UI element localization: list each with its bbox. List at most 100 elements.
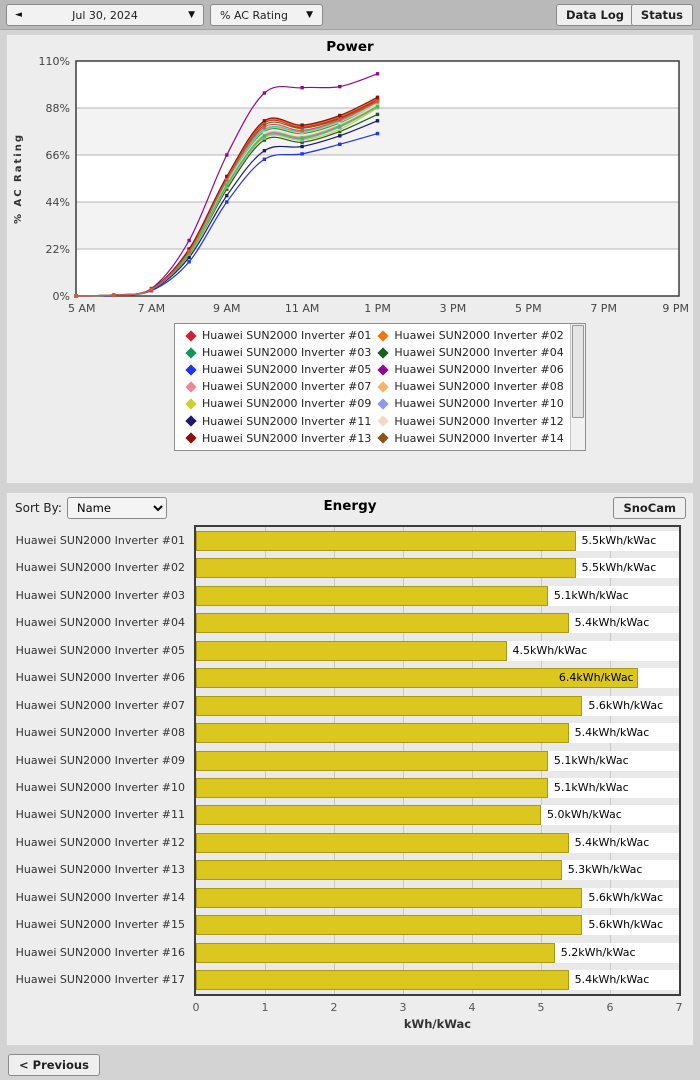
energy-bar — [196, 530, 576, 551]
energy-bar — [196, 887, 583, 908]
energy-panel: Sort By: Name Energy SnoCam 5.5kWh/kWac 5… — [6, 492, 694, 1046]
energy-bar-value: 5.4kWh/kWac — [574, 726, 650, 740]
legend-marker-icon — [377, 381, 390, 393]
legend-item[interactable]: Huawei SUN2000 Inverter #08 — [371, 378, 564, 395]
energy-bar — [196, 860, 562, 881]
energy-row-label: Huawei SUN2000 Inverter #13 — [15, 863, 185, 877]
energy-row-label: Huawei SUN2000 Inverter #15 — [15, 918, 185, 932]
legend-scrollbar[interactable] — [570, 324, 585, 450]
svg-text:66%: 66% — [46, 149, 70, 162]
energy-bar — [196, 558, 576, 579]
legend-marker-icon — [185, 329, 197, 342]
legend-item[interactable]: Huawei SUN2000 Inverter #12 — [371, 412, 564, 429]
legend-item-label: Huawei SUN2000 Inverter #07 — [202, 380, 372, 394]
legend-marker-icon — [185, 364, 197, 376]
svg-text:5 PM: 5 PM — [515, 302, 542, 315]
legend-marker-icon — [377, 432, 390, 444]
energy-bar-value: 5.2kWh/kWac — [560, 945, 636, 959]
energy-x-tick: 7 — [675, 1001, 683, 1014]
energy-bar-value: 5.4kWh/kWac — [574, 835, 650, 849]
legend-item-label: Huawei SUN2000 Inverter #04 — [394, 346, 564, 360]
date-value: Jul 30, 2024 — [72, 8, 138, 22]
metric-dropdown[interactable]: % AC Rating ▼ — [210, 4, 323, 26]
toolbar: ◄ Jul 30, 2024 ▼ % AC Rating ▼ Data Log … — [0, 0, 700, 30]
energy-bar — [196, 668, 638, 689]
energy-bar-value: 5.5kWh/kWac — [581, 533, 657, 547]
sort-by-label: Sort By: — [15, 501, 62, 515]
energy-row-label: Huawei SUN2000 Inverter #09 — [15, 753, 185, 767]
legend-item[interactable]: Huawei SUN2000 Inverter #02 — [371, 327, 564, 344]
legend-item[interactable]: Huawei SUN2000 Inverter #04 — [371, 344, 564, 361]
legend-item-label: Huawei SUN2000 Inverter #08 — [394, 380, 564, 394]
legend-item[interactable]: Huawei SUN2000 Inverter #07 — [179, 378, 371, 395]
previous-button[interactable]: < Previous — [8, 1054, 100, 1076]
legend-item-label: Huawei SUN2000 Inverter #06 — [394, 363, 564, 377]
legend-item[interactable]: Huawei SUN2000 Inverter #05 — [179, 361, 371, 378]
energy-bar — [196, 832, 569, 853]
energy-row-label: Huawei SUN2000 Inverter #08 — [15, 726, 185, 740]
legend-item-label: Huawei SUN2000 Inverter #02 — [394, 329, 564, 343]
legend-item-label: Huawei SUN2000 Inverter #12 — [394, 414, 564, 428]
energy-row-label: Huawei SUN2000 Inverter #07 — [15, 698, 185, 712]
legend-marker-icon — [377, 346, 390, 359]
energy-row-label: Huawei SUN2000 Inverter #05 — [15, 643, 185, 657]
energy-row-label: Huawei SUN2000 Inverter #01 — [15, 533, 185, 547]
svg-text:% AC Rating: % AC Rating — [13, 133, 24, 224]
energy-row-label: Huawei SUN2000 Inverter #02 — [15, 561, 185, 575]
legend-item[interactable]: Huawei SUN2000 Inverter #06 — [371, 361, 564, 378]
svg-text:3 PM: 3 PM — [440, 302, 467, 315]
svg-text:9 AM: 9 AM — [213, 302, 241, 315]
legend-scrollbar-thumb[interactable] — [572, 325, 584, 418]
power-legend: Huawei SUN2000 Inverter #01 Huawei SUN200… — [174, 323, 586, 451]
status-button[interactable]: Status — [630, 4, 693, 26]
energy-bar-value: 5.6kWh/kWac — [588, 918, 664, 932]
legend-item-label: Huawei SUN2000 Inverter #11 — [202, 414, 372, 428]
snocam-button[interactable]: SnoCam — [613, 497, 686, 519]
legend-marker-icon — [377, 398, 390, 410]
legend-marker-icon — [185, 415, 197, 427]
energy-bar-value: 5.1kWh/kWac — [553, 588, 629, 602]
legend-item[interactable]: Huawei SUN2000 Inverter #09 — [179, 395, 371, 412]
energy-bar — [196, 970, 569, 991]
energy-bar — [196, 942, 555, 963]
legend-item[interactable]: Huawei SUN2000 Inverter #10 — [371, 395, 564, 412]
energy-row-label: Huawei SUN2000 Inverter #17 — [15, 973, 185, 987]
energy-x-tick: 0 — [192, 1001, 200, 1014]
power-chart-title: Power — [326, 39, 374, 55]
metric-value: % AC Rating — [220, 8, 288, 22]
energy-bar-chart: 5.5kWh/kWac 5.5kWh/kWac 5.1kWh/kWac 5.4kWh/… — [194, 525, 681, 996]
date-dropdown[interactable]: ◄ Jul 30, 2024 ▼ — [6, 4, 204, 26]
energy-bar — [196, 640, 507, 661]
energy-x-tick: 5 — [537, 1001, 545, 1014]
energy-bar-value: 5.4kWh/kWac — [574, 616, 650, 630]
svg-text:7 PM: 7 PM — [590, 302, 617, 315]
legend-marker-icon — [377, 329, 390, 342]
energy-bar-value: 5.6kWh/kWac — [588, 698, 664, 712]
legend-marker-icon — [185, 398, 197, 410]
energy-bar-value: 5.6kWh/kWac — [588, 890, 664, 904]
svg-text:11 AM: 11 AM — [285, 302, 320, 315]
legend-item-label: Huawei SUN2000 Inverter #09 — [202, 397, 372, 411]
energy-bar — [196, 695, 583, 716]
legend-item[interactable]: Huawei SUN2000 Inverter #03 — [179, 344, 371, 361]
legend-item[interactable]: Huawei SUN2000 Inverter #13 — [179, 430, 371, 447]
legend-item[interactable]: Huawei SUN2000 Inverter #14 — [371, 430, 564, 447]
data-log-button[interactable]: Data Log — [555, 4, 634, 26]
power-panel: Power 0% 22% 44% 66% 88% 110% 5 AM 7 AM 9 AM 11 A… — [6, 34, 694, 484]
back-arrow-icon[interactable]: ◄ — [15, 10, 22, 20]
legend-marker-icon — [185, 432, 197, 444]
energy-bar-value: 5.0kWh/kWac — [547, 808, 622, 822]
energy-bar — [196, 777, 548, 798]
legend-item[interactable]: Huawei SUN2000 Inverter #11 — [179, 412, 371, 429]
energy-bar — [196, 750, 548, 771]
power-line-chart: 0% 22% 44% 66% 88% 110% 5 AM 7 AM 9 AM 11 AM 1 PM 3… — [13, 57, 689, 315]
svg-text:1 PM: 1 PM — [364, 302, 391, 315]
legend-item[interactable]: Huawei SUN2000 Inverter #01 — [179, 327, 371, 344]
sort-by-select[interactable]: Name — [67, 497, 167, 519]
energy-x-tick: 6 — [606, 1001, 614, 1014]
energy-bar — [196, 585, 548, 606]
energy-bar — [196, 805, 541, 826]
energy-bar-value: 6.4kWh/kWac — [558, 671, 634, 685]
legend-item-label: Huawei SUN2000 Inverter #03 — [202, 346, 372, 360]
energy-bar — [196, 613, 569, 634]
